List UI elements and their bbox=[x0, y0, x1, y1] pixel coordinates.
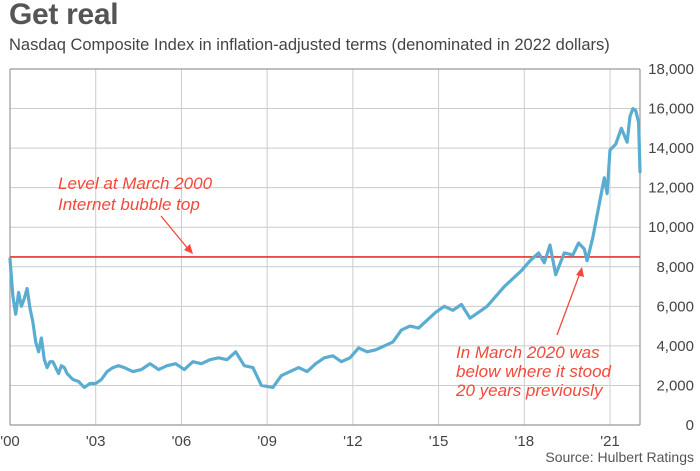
annotation-bubble-top-text: Level at March 2000 bbox=[58, 174, 213, 193]
series-group bbox=[8, 106, 642, 389]
x-tick-label: '15 bbox=[429, 433, 449, 450]
source-credit: Source: Hulbert Ratings bbox=[545, 449, 694, 465]
y-tick-label: 14,000 bbox=[648, 140, 694, 157]
axes bbox=[9, 68, 641, 426]
y-tick-label: 12,000 bbox=[648, 180, 694, 197]
x-tick-label: '12 bbox=[343, 433, 363, 450]
nasdaq-series-line bbox=[8, 106, 642, 389]
chart-title: Get real bbox=[9, 0, 119, 31]
annotation-march-2020-text: In March 2020 was bbox=[456, 343, 600, 362]
y-tick-labels: 0 2,000 4,000 6,000 8,000 10,000 12,000 14,000 1… bbox=[648, 61, 694, 434]
annotation-arrow-bubble-top bbox=[160, 215, 190, 251]
chart-subtitle: Nasdaq Composite Index in inflation-adju… bbox=[9, 36, 610, 54]
annotations: Level at March 2000 Internet bubble top In… bbox=[58, 174, 612, 400]
y-tick-label: 16,000 bbox=[648, 101, 694, 118]
x-tick-label: '21 bbox=[600, 433, 620, 450]
y-tick-label: 10,000 bbox=[648, 219, 694, 236]
x-tick-label: '00 bbox=[0, 433, 20, 450]
annotation-arrow-march-2020 bbox=[556, 272, 581, 336]
y-tick-label: 8,000 bbox=[656, 259, 694, 276]
annotation-bubble-top-text: Internet bubble top bbox=[58, 195, 200, 214]
annotation-march-2020-text: below where it stood bbox=[456, 362, 612, 381]
x-tick-label: '03 bbox=[86, 433, 106, 450]
arrowhead-icon bbox=[184, 244, 193, 254]
y-tick-label: 18,000 bbox=[648, 61, 694, 78]
annotation-march-2020-text: 20 years previously bbox=[455, 381, 604, 400]
x-tick-labels: '00 '03 '06 '09 '12 '15 '18 '21 bbox=[0, 433, 620, 450]
arrowhead-icon bbox=[576, 267, 584, 277]
y-tick-label: 4,000 bbox=[656, 338, 694, 355]
y-tick-label: 2,000 bbox=[656, 377, 694, 394]
y-tick-label: 6,000 bbox=[656, 298, 694, 315]
x-tick-label: '06 bbox=[172, 433, 192, 450]
x-tick-label: '18 bbox=[515, 433, 535, 450]
y-tick-label: 0 bbox=[686, 417, 694, 434]
x-tick-label: '09 bbox=[257, 433, 277, 450]
